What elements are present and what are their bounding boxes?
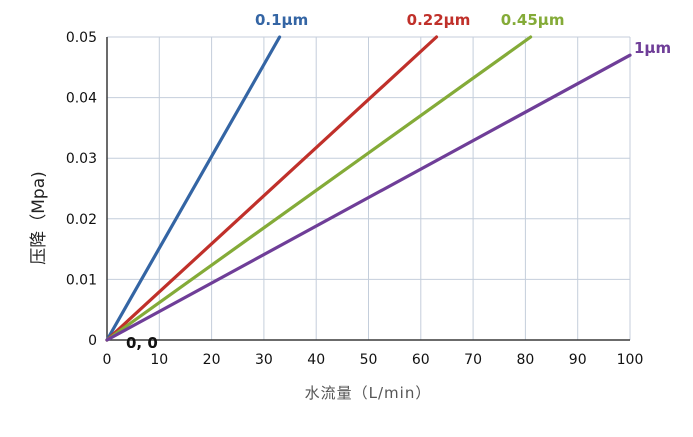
series-labels: 0.1µm 0.22µm 0.45µm 1µm — [255, 11, 671, 57]
series-label: 0.1µm — [255, 11, 308, 29]
x-tick-label: 0 — [103, 352, 112, 368]
x-axis-ticks: 0 10 20 30 40 50 60 70 80 90 100 — [103, 352, 644, 368]
y-tick-label: 0.02 — [66, 212, 97, 228]
x-tick-label: 80 — [516, 352, 534, 368]
y-axis-title: 压降（Mpa) — [29, 171, 49, 265]
y-tick-label: 0.01 — [66, 272, 97, 288]
series-label: 1µm — [634, 39, 671, 57]
series-label: 0.45µm — [501, 11, 565, 29]
x-tick-label: 60 — [412, 352, 430, 368]
series-line — [105, 35, 533, 342]
y-tick-label: 0.05 — [66, 30, 97, 46]
series-label: 0.22µm — [407, 11, 471, 29]
x-tick-label: 10 — [150, 352, 168, 368]
x-tick-label: 100 — [617, 352, 644, 368]
x-tick-label: 30 — [255, 352, 273, 368]
x-tick-label: 90 — [569, 352, 587, 368]
series-line — [105, 35, 439, 342]
origin-annotation: 0, 0 — [126, 334, 158, 352]
series-line — [105, 35, 282, 342]
y-tick-label: 0 — [88, 333, 97, 349]
chart-grid — [106, 36, 631, 341]
series-line — [105, 53, 632, 342]
x-tick-label: 70 — [464, 352, 482, 368]
x-axis-title: 水流量（L/min） — [305, 384, 432, 402]
y-tick-label: 0.04 — [66, 91, 97, 107]
chart-series — [105, 35, 632, 342]
x-tick-label: 40 — [307, 352, 325, 368]
x-tick-label: 50 — [360, 352, 378, 368]
y-axis-ticks: 0 0.01 0.02 0.03 0.04 0.05 — [66, 30, 97, 349]
x-tick-label: 20 — [203, 352, 221, 368]
y-tick-label: 0.03 — [66, 151, 97, 167]
